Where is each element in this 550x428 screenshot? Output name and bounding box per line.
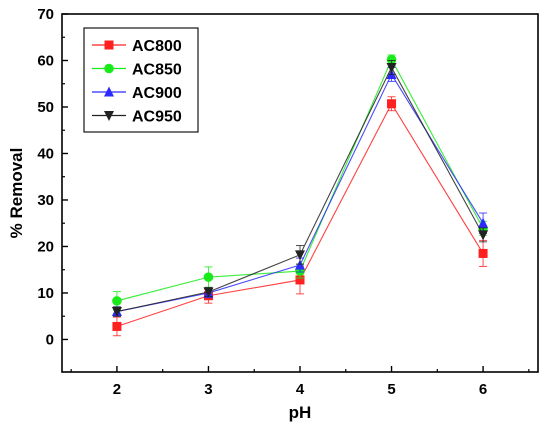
x-axis: 2 3 4 5 6 xyxy=(70,366,530,398)
x-tick-label: 3 xyxy=(204,381,212,398)
y-tick-label: 30 xyxy=(37,192,54,209)
data-point xyxy=(295,275,305,285)
legend-label: AC850 xyxy=(132,62,182,79)
legend-marker xyxy=(104,40,114,50)
series-layer xyxy=(111,54,489,337)
data-point xyxy=(203,272,214,282)
legend-label: AC800 xyxy=(132,38,182,55)
y-axis-title: % Removal xyxy=(7,148,26,239)
y-tick-label: 50 xyxy=(37,99,54,116)
legend-marker xyxy=(104,63,114,74)
y-tick-label: 20 xyxy=(37,238,54,255)
data-point xyxy=(295,250,305,261)
x-axis-title: pH xyxy=(289,403,312,422)
legend-marker xyxy=(104,86,114,97)
legend: AC800 AC850 AC900 AC950 xyxy=(83,27,199,133)
data-point xyxy=(112,296,122,306)
series-ac950 xyxy=(111,59,489,318)
y-tick-label: 10 xyxy=(37,285,54,302)
legend-label: AC950 xyxy=(132,109,182,126)
y-axis: 0 10 20 30 40 50 60 70 xyxy=(37,6,68,348)
data-point xyxy=(386,62,397,73)
legend-label: AC900 xyxy=(132,85,182,102)
y-tick-label: 70 xyxy=(37,6,54,23)
x-tick-label: 2 xyxy=(113,381,121,398)
x-tick-label: 5 xyxy=(387,381,395,398)
data-point xyxy=(478,230,489,241)
data-point xyxy=(112,321,122,331)
x-tick-label: 6 xyxy=(479,381,487,398)
data-point xyxy=(203,287,214,298)
data-point xyxy=(386,54,397,65)
y-tick-label: 40 xyxy=(37,145,54,162)
data-point xyxy=(478,217,489,228)
data-point xyxy=(478,248,488,258)
x-tick-label: 4 xyxy=(296,381,305,398)
legend-marker xyxy=(104,111,114,121)
y-tick-label: 60 xyxy=(37,52,54,69)
data-point xyxy=(111,307,122,318)
data-point xyxy=(387,99,397,109)
y-tick-label: 0 xyxy=(46,331,54,348)
